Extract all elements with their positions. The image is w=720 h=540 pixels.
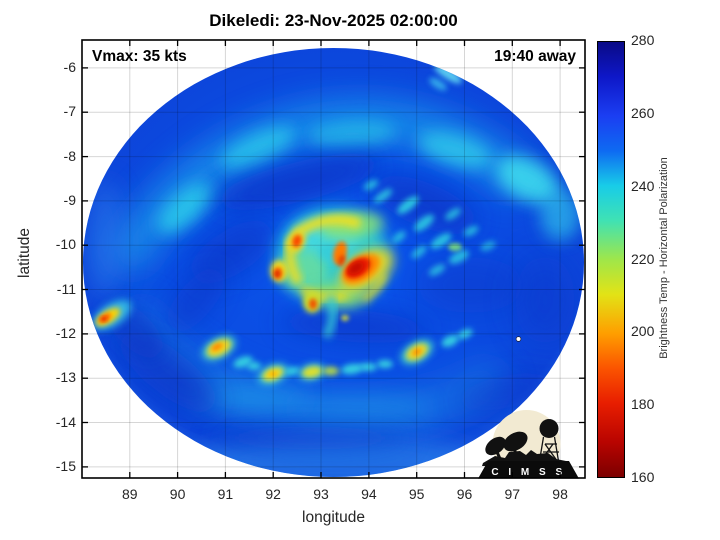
y-tick-label: -12: [55, 324, 76, 341]
x-tick-label: 91: [217, 486, 234, 502]
cimss-logo-text: C I M S S: [491, 467, 565, 478]
y-tick-label: -8: [63, 147, 76, 164]
y-axis-label: latitude: [16, 228, 33, 278]
colorbar-tick-label: 240: [631, 177, 655, 194]
vmax-annotation: Vmax: 35 kts: [92, 48, 187, 65]
x-tick-label: 89: [122, 486, 138, 502]
y-tick-label: -7: [63, 103, 76, 120]
colorbar-gradient: [597, 41, 625, 478]
axis-ticks: [82, 40, 585, 478]
swath-image: [83, 48, 584, 477]
cimss-logo-banner: [478, 461, 579, 479]
satellite-dish-icon: [503, 431, 528, 452]
y-tick-label: -10: [55, 236, 76, 253]
colorbar-tick-label: 180: [631, 396, 655, 413]
colorbar-tick-label: 200: [631, 323, 655, 340]
x-tick-label: 98: [552, 486, 568, 502]
y-tick-label: -14: [55, 413, 76, 430]
y-tick-label: -15: [55, 457, 76, 474]
y-tick-label: -9: [63, 191, 76, 208]
y-tick-label: -11: [56, 280, 76, 297]
colorbar-tick-label: 280: [631, 32, 655, 48]
water-tower-icon: [539, 419, 559, 438]
x-tick-label: 96: [456, 486, 473, 502]
x-axis-label: longitude: [302, 509, 365, 526]
y-tick-label: -13: [55, 369, 76, 386]
x-tick-label: 92: [265, 486, 281, 502]
y-tick-label: -6: [63, 58, 76, 75]
colorbar-tick-label: 160: [631, 469, 655, 485]
cimss-logo: C I M S S: [478, 410, 579, 479]
missing-data-dot: [515, 336, 522, 342]
x-tick-label: 90: [169, 486, 186, 502]
colorbar-tick-label: 220: [631, 250, 655, 267]
x-tick-label: 97: [504, 486, 521, 502]
x-tick-label: 94: [361, 486, 377, 502]
satellite-dish-icon: [485, 436, 506, 456]
colorbar-tick-label: 260: [631, 104, 655, 121]
x-tick-label: 93: [313, 486, 329, 502]
axes-frame: [81, 39, 586, 479]
time-offset-annotation: 19:40 away: [494, 48, 576, 65]
page-title: Dikeledi: 23-Nov-2025 02:00:00: [209, 11, 458, 30]
x-tick-label: 95: [408, 486, 425, 502]
